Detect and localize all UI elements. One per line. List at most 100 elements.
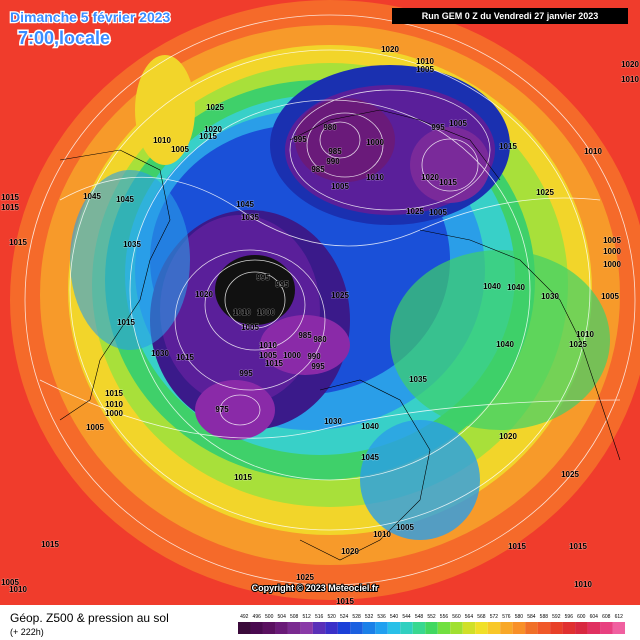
legend-label: 496 (253, 614, 262, 620)
legend-swatch (450, 622, 463, 634)
legend-swatch (375, 622, 388, 634)
legend-swatch (525, 622, 538, 634)
legend-label: 516 (315, 614, 324, 620)
isobar-label: 1015 (1, 203, 19, 212)
isobar-label: 1015 (117, 318, 135, 327)
legend-swatch (600, 622, 613, 634)
isobar-label: 990 (326, 157, 340, 166)
isobar-label: 985 (328, 147, 342, 156)
isobar-label: 1030 (151, 349, 169, 358)
legend-label: 532 (365, 614, 374, 620)
legend-swatch (550, 622, 563, 634)
isobar-label: 1020 (421, 173, 439, 182)
isobar-label: 975 (215, 405, 229, 414)
isobar-label: 995 (431, 123, 445, 132)
legend-label: 492 (240, 614, 249, 620)
legend-swatch (350, 622, 363, 634)
isobar-label: 1025 (536, 188, 554, 197)
isobar-label: 1015 (499, 142, 517, 151)
isobar-label: 1035 (409, 375, 427, 384)
isobar-label: 1015 (9, 238, 27, 247)
legend-swatch (300, 622, 313, 634)
legend-swatch (325, 622, 338, 634)
legend-swatch (312, 622, 326, 634)
isobar-label: 1000 (283, 351, 301, 360)
isobar-label: 995 (293, 135, 307, 144)
legend-label: 556 (440, 614, 449, 620)
isobar-label: 985 (311, 165, 325, 174)
legend-swatch (475, 622, 488, 634)
isobar-label: 995 (311, 362, 325, 371)
isobar-label: 1000 (105, 409, 123, 418)
legend-swatch (412, 622, 426, 634)
isobar-label: 1015 (1, 193, 19, 202)
legend-swatch (337, 622, 351, 634)
isobar-label: 1015 (105, 389, 123, 398)
isobar-label: 1005 (259, 351, 277, 360)
legend-label: 592 (552, 614, 561, 620)
isobar-label: 1005 (449, 119, 467, 128)
legend-swatch (250, 622, 263, 634)
legend-swatch (387, 622, 401, 634)
isobars (24, 14, 636, 586)
legend-swatch (262, 622, 276, 634)
isobar-label: 1010 (373, 530, 391, 539)
legend-swatch (537, 622, 551, 634)
isobar-label: 1020 (621, 60, 639, 69)
legend-label: 528 (352, 614, 361, 620)
isobar-label: 1010 (574, 580, 592, 589)
forecast-time: 7:00,locale (18, 28, 110, 48)
isobar-label: 1005 (603, 236, 621, 245)
isobar-label: 1035 (241, 213, 259, 222)
isobar-label: 1020 (195, 290, 213, 299)
copyright: Copyright © 2023 Meteociel.fr (252, 583, 379, 593)
legend-label: 604 (590, 614, 599, 620)
isobar-label: 1005 (429, 208, 447, 217)
isobar-label: 995 (239, 369, 253, 378)
legend-swatch (425, 622, 438, 634)
legend-swatch (462, 622, 476, 634)
isobar-label: 1015 (508, 542, 526, 551)
isobar-label: 1005 (1, 578, 19, 587)
isobar-label: 1000 (366, 138, 384, 147)
legend-label: 548 (415, 614, 424, 620)
isobar-label: 1015 (234, 473, 252, 482)
isobar-label: 1020 (204, 125, 222, 134)
isobar-label: 1040 (483, 282, 501, 291)
legend-swatch (612, 622, 625, 634)
legend-label: 524 (340, 614, 349, 620)
legend-swatch (512, 622, 526, 634)
geopotential-field (0, 0, 640, 605)
isobar-label: 1045 (236, 200, 254, 209)
legend-label: 512 (302, 614, 311, 620)
legend-swatch (437, 622, 451, 634)
legend-label: 560 (452, 614, 461, 620)
legend-label: 508 (290, 614, 299, 620)
legend-label: 544 (402, 614, 411, 620)
isobar-label: 1010 (621, 75, 639, 84)
isobar-label: 1020 (381, 45, 399, 54)
isobar-label: 1015 (199, 132, 217, 141)
isobar-label: 1010 (416, 57, 434, 66)
isobar-label: 1000 (603, 260, 621, 269)
isobar-label: 1015 (265, 359, 283, 368)
color-legend: 492 496 500 504 508 512 516 520 524 528 532 536 540 5… (238, 614, 625, 634)
isobar-label: 1005 (241, 323, 259, 332)
isobar-label: 995 (256, 273, 270, 282)
isobar-label: 1005 (331, 182, 349, 191)
isobar-label: 1000 (257, 308, 275, 317)
isobar-label: 1015 (569, 542, 587, 551)
isobar-label: 1010 (584, 147, 602, 156)
isobar-label: 1025 (561, 470, 579, 479)
legend-label: 600 (577, 614, 586, 620)
isobar-label: 1015 (336, 597, 354, 606)
isobar-label: 1010 (9, 585, 27, 594)
legend-label: 568 (477, 614, 486, 620)
coastlines (59, 109, 621, 561)
legend-label: 500 (265, 614, 274, 620)
legend-label: 576 (502, 614, 511, 620)
legend-swatch (587, 622, 601, 634)
forecast-date: Dimanche 5 février 2023 (10, 9, 171, 25)
isobar-label: 1015 (439, 178, 457, 187)
isobar-label: 985 (298, 331, 312, 340)
